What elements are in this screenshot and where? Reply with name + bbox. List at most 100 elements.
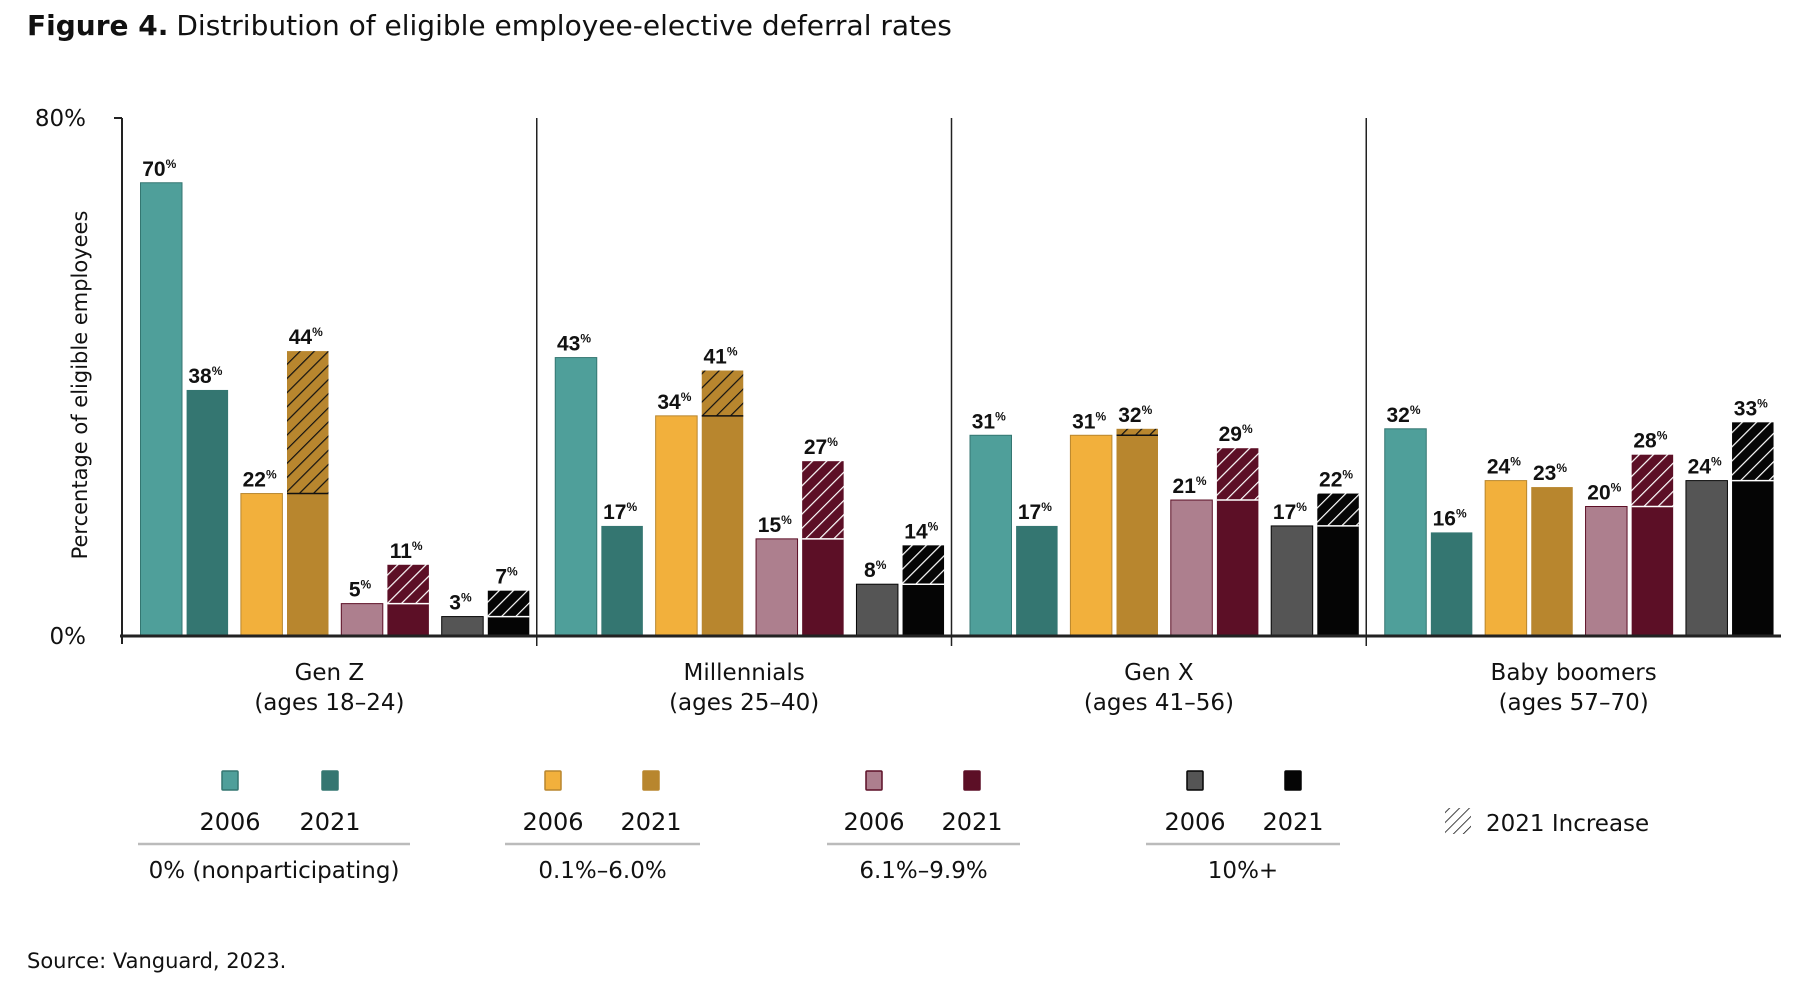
bar-2021 <box>1430 532 1473 636</box>
bar-2006 <box>1270 525 1314 637</box>
value-percent: % <box>1242 422 1253 436</box>
group-sublabel: (ages 57–70) <box>1499 690 1649 716</box>
bar-2021 <box>186 389 229 636</box>
data-label-2021: 33% <box>1734 396 1768 420</box>
value-number: 20 <box>1587 482 1610 505</box>
value-percent: % <box>1456 506 1467 520</box>
group-sublabel: (ages 18–24) <box>254 690 404 716</box>
legend-category-label: 6.1%–9.9% <box>859 858 987 884</box>
value-percent: % <box>1196 474 1207 488</box>
bar-2006 <box>554 357 598 637</box>
bar-2006 <box>140 182 183 637</box>
y-axis-label: Percentage of eligible employees <box>68 211 92 560</box>
legend-swatch-2021 <box>321 770 339 791</box>
data-label-2006: 17% <box>1273 500 1307 524</box>
legend-swatch-2021 <box>1284 770 1302 791</box>
data-label-2006: 34% <box>657 390 691 414</box>
value-number: 21 <box>1173 475 1197 498</box>
value-number: 24 <box>1688 456 1712 479</box>
group-label: Gen Z <box>295 660 365 686</box>
legend-swatch-2021 <box>963 770 981 791</box>
bar-2021-increase <box>1216 448 1259 501</box>
value-number: 22 <box>1319 469 1342 492</box>
bar-2021 <box>1116 435 1158 636</box>
group-label: Millennials <box>684 660 805 686</box>
value-percent: % <box>1757 396 1768 410</box>
value-number: 5 <box>349 579 361 602</box>
data-label-2006: 20% <box>1587 481 1621 505</box>
bar-2021-increase <box>1317 493 1359 526</box>
data-label-2021: 17% <box>603 500 637 524</box>
bar-2006 <box>969 434 1012 637</box>
value-percent: % <box>1611 481 1622 495</box>
bar-2021 <box>1531 487 1573 636</box>
value-percent: % <box>827 435 838 449</box>
bar-2006 <box>1384 428 1427 637</box>
bar-2021 <box>802 538 844 636</box>
value-number: 7 <box>495 566 507 589</box>
bar-2006 <box>1585 506 1628 637</box>
value-percent: % <box>1296 500 1307 514</box>
legend-swatch-2006 <box>1186 770 1204 791</box>
data-label-2006: 21% <box>1173 474 1207 498</box>
legend-swatch-2006 <box>865 770 883 791</box>
value-number: 22 <box>243 469 266 492</box>
value-number: 31 <box>1072 410 1096 433</box>
value-percent: % <box>361 578 372 592</box>
value-number: 32 <box>1118 404 1141 427</box>
y-tick-0: 0% <box>50 624 87 650</box>
value-number: 28 <box>1633 430 1657 453</box>
group-label: Gen X <box>1124 660 1194 686</box>
data-label-2021: 11% <box>390 539 423 563</box>
value-percent: % <box>1410 403 1421 417</box>
bar-2021-increase <box>1732 422 1774 481</box>
data-label-2021: 17% <box>1018 500 1052 524</box>
data-label-2021: 41% <box>703 345 737 369</box>
legend-year: 2021 <box>941 808 1002 836</box>
bar-2021-increase <box>902 545 945 585</box>
value-number: 14 <box>904 520 928 543</box>
bar-2006 <box>441 616 484 637</box>
data-label-2021: 29% <box>1219 422 1253 446</box>
plot-area: 70%38%22%44%5%11%3%7%Gen Z(ages 18–24)43… <box>114 117 1781 716</box>
bar-2021-increase <box>802 461 844 539</box>
value-percent: % <box>266 468 277 482</box>
bar-2021-increase <box>387 564 429 604</box>
value-percent: % <box>781 513 792 527</box>
bar-2021 <box>387 603 429 636</box>
title-prefix: Figure 4. <box>27 9 168 42</box>
bar-2006 <box>855 583 899 637</box>
value-percent: % <box>876 558 887 572</box>
value-number: 31 <box>972 410 996 433</box>
hatch-legend-icon <box>1445 808 1471 834</box>
data-label-2021: 32% <box>1118 403 1152 427</box>
data-label-2006: 5% <box>349 578 372 602</box>
legend: 2006 2021 0% (nonparticipating) 2006 2021 0.1… <box>138 770 1649 884</box>
legend-year: 2021 <box>299 808 360 836</box>
data-label-2006: 24% <box>1688 455 1722 479</box>
group-label: Baby boomers <box>1491 660 1657 686</box>
bar-2006 <box>1484 480 1528 637</box>
legend-category-label: 0% (nonparticipating) <box>149 858 400 884</box>
value-number: 17 <box>1273 501 1296 524</box>
legend-swatch-2006 <box>544 770 562 791</box>
value-percent: % <box>312 325 323 339</box>
bar-2021 <box>487 616 530 636</box>
value-percent: % <box>166 157 177 171</box>
data-label-2006: 32% <box>1386 403 1420 427</box>
group-sublabel: (ages 25–40) <box>669 690 819 716</box>
value-number: 44 <box>289 326 313 349</box>
value-percent: % <box>580 332 591 346</box>
value-percent: % <box>212 364 223 378</box>
value-percent: % <box>1342 468 1353 482</box>
data-label-2006: 3% <box>449 591 472 615</box>
group-sublabel: (ages 41–56) <box>1084 690 1234 716</box>
value-percent: % <box>1711 455 1722 469</box>
value-number: 11 <box>390 540 413 563</box>
legend-year: 2021 <box>1262 808 1323 836</box>
bar-2021 <box>287 493 329 636</box>
bar-2021 <box>1216 500 1259 636</box>
data-label-2021: 22% <box>1319 468 1353 492</box>
value-number: 70 <box>142 158 165 181</box>
bar-2021 <box>1317 525 1359 636</box>
